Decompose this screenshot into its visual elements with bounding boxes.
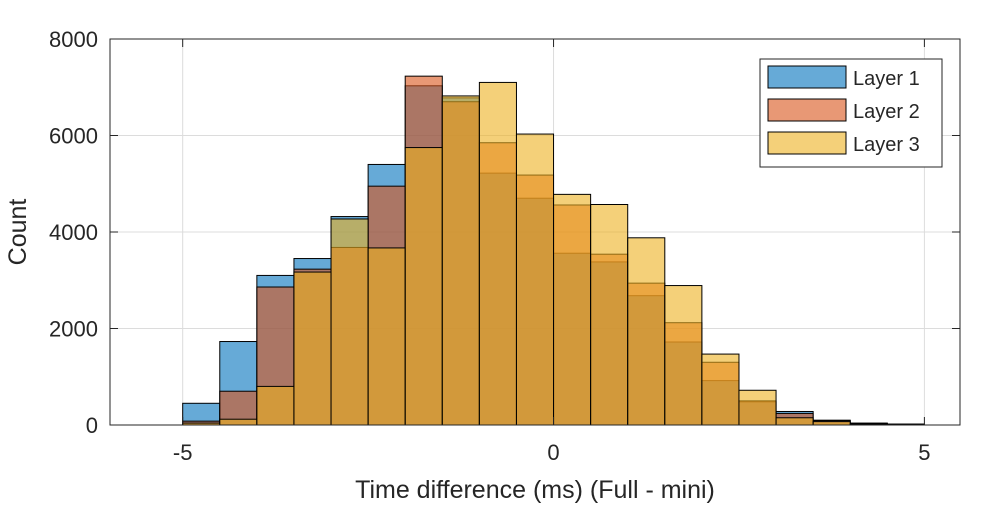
- ticks: -5 0 5 0 2000 4000 6000 8000: [49, 27, 960, 465]
- legend-swatch: [767, 131, 847, 155]
- bar-layer-3-17: [812, 421, 851, 426]
- legend-swatch: [767, 65, 847, 89]
- bar-layer-3-11: [590, 203, 629, 426]
- bar-layer-3-2: [256, 385, 295, 426]
- y-tick-label: 6000: [49, 124, 98, 149]
- y-tick-label: 4000: [49, 220, 98, 245]
- x-axis-label: Time difference (ms) (Full - mini): [355, 476, 715, 504]
- bar-layer-3-7: [441, 95, 480, 426]
- legend-label: Layer 2: [853, 101, 920, 123]
- bar-layer-3-10: [553, 193, 592, 426]
- x-tick-label: 5: [918, 440, 930, 465]
- bar-layer-3-1: [219, 418, 258, 426]
- bar-layer-3-12: [627, 237, 666, 426]
- bar-layer-3-15: [738, 389, 777, 426]
- legend-label: Layer 1: [853, 68, 920, 90]
- bar-layer-3-14: [701, 353, 740, 426]
- x-tick-label: -5: [173, 440, 193, 465]
- bar-layer-3-13: [664, 285, 703, 426]
- bar-layer-3-6: [404, 147, 443, 426]
- bar-layer-3-5: [367, 247, 406, 426]
- bars: [182, 75, 925, 426]
- y-tick-label: 8000: [49, 27, 98, 52]
- legend: Layer 1 Layer 2 Layer 3: [759, 58, 943, 168]
- y-tick-label: 2000: [49, 317, 98, 342]
- bar-layer-3-4: [330, 218, 369, 426]
- bar-layer-3-8: [478, 81, 517, 426]
- bar-layer-3-16: [775, 417, 814, 426]
- legend-label: Layer 3: [853, 134, 920, 156]
- bar-layer-3-3: [293, 271, 332, 426]
- x-tick-label: 0: [547, 440, 559, 465]
- legend-swatch: [767, 98, 847, 122]
- bar-layer-3-9: [515, 133, 555, 426]
- y-axis-label: Count: [4, 199, 32, 266]
- y-tick-label: 0: [86, 413, 98, 438]
